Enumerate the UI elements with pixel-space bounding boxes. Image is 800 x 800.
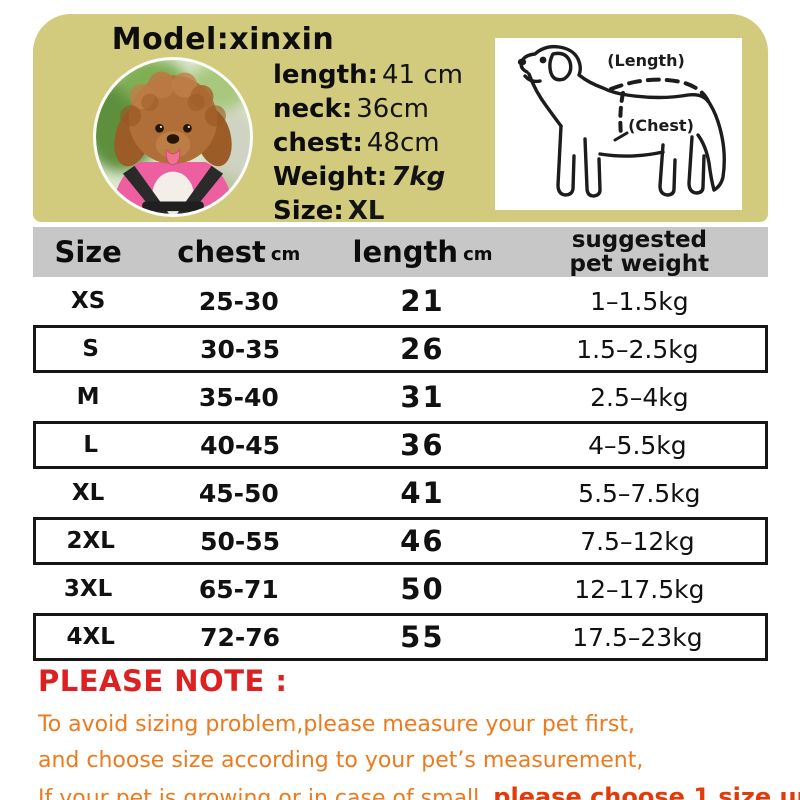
size-cell: L	[83, 432, 98, 458]
weight-cell: 2.5–4kg	[590, 382, 689, 412]
size-cell: S	[82, 336, 99, 362]
table-row-s: S 30-35 26 1.5–2.5kg	[33, 325, 768, 373]
weight-cell: 4–5.5kg	[588, 430, 687, 460]
table-row-l: L 40-45 36 4–5.5kg	[33, 421, 768, 469]
length-cell: 41	[400, 476, 445, 510]
measurement-weight: Weight: 7kg	[273, 162, 446, 192]
length-unit: cm	[463, 244, 493, 265]
length-dashed-line	[609, 77, 710, 103]
model-name-title: Model:xinxin	[111, 22, 335, 57]
size-table: Size chest cm length cm suggested pet weig…	[33, 227, 768, 661]
measurement-size: Size: XL	[273, 196, 385, 226]
chest-cell: 30-35	[200, 334, 281, 364]
length-cell: 21	[400, 284, 445, 318]
dog-photo-illustration	[96, 60, 250, 214]
measurement-chest: chest: 48cm	[273, 128, 440, 158]
weight-cell: 1–1.5kg	[590, 286, 689, 316]
dog-outline-drawing: (Length) (Chest)	[517, 44, 726, 198]
chest-dashed-line	[618, 91, 625, 137]
diagram-chest-label: (Chest)	[628, 116, 694, 135]
size-cell: 3XL	[63, 576, 113, 602]
measurement-length: length: 41 cm	[273, 60, 463, 90]
length-cell: 31	[400, 380, 445, 414]
diagram-length-label: (Length)	[607, 51, 685, 70]
model-measurements: length: 41 cm neck: 36cm chest: 48cm Weight…	[273, 58, 493, 228]
chest-cell: 50-55	[200, 526, 281, 556]
model-info-panel: Model:xinxin	[33, 14, 768, 226]
size-cell: XL	[71, 480, 105, 506]
header-size: Size	[54, 235, 122, 269]
size-cell: 4XL	[66, 624, 115, 650]
note-line-2: and choose size according to your pet’s …	[38, 748, 644, 773]
chest-cell: 45-50	[198, 478, 279, 508]
chest-cell: 35-40	[198, 382, 279, 412]
chest-cell: 25-30	[198, 286, 279, 316]
length-cell: 26	[400, 332, 445, 366]
chest-cell: 65-71	[198, 574, 279, 604]
table-row-xl: XL 45-50 41 5.5–7.5kg	[33, 469, 768, 517]
size-cell: 2XL	[66, 528, 115, 554]
length-cell: 46	[400, 524, 445, 558]
table-row-m: M 35-40 31 2.5–4kg	[33, 373, 768, 421]
weight-cell: 7.5–12kg	[580, 526, 695, 556]
size-cell: XS	[70, 288, 106, 314]
table-row-4xl: 4XL 72-76 55 17.5–23kg	[33, 613, 768, 661]
weight-cell: 12–17.5kg	[574, 574, 705, 604]
chest-unit: cm	[270, 244, 301, 265]
length-cell: 55	[400, 620, 445, 654]
table-row-xs: XS 25-30 21 1–1.5kg	[33, 277, 768, 325]
table-row-3xl: 3XL 65-71 50 12–17.5kg	[33, 565, 768, 613]
weight-cell: 1.5–2.5kg	[576, 334, 699, 364]
note-section: PLEASE NOTE : To avoid sizing problem,pl…	[38, 664, 800, 800]
model-dog-photo	[93, 57, 253, 217]
note-emphasis: please choose 1 size up.	[493, 783, 800, 800]
header-chest: chest cm	[177, 235, 301, 269]
note-line-3: If your pet is growing or in case of sma…	[38, 779, 800, 800]
size-cell: M	[76, 384, 100, 410]
note-heading: PLEASE NOTE :	[38, 664, 288, 698]
weight-cell: 5.5–7.5kg	[578, 478, 701, 508]
size-table-header: Size chest cm length cm suggested pet weig…	[33, 227, 768, 277]
chest-cell: 40-45	[200, 430, 281, 460]
table-row-2xl: 2XL 50-55 46 7.5–12kg	[33, 517, 768, 565]
dog-measurement-diagram: (Length) (Chest)	[495, 38, 742, 210]
chest-cell: 72-76	[200, 622, 281, 652]
header-weight: suggested pet weight	[569, 227, 710, 277]
length-cell: 36	[400, 428, 445, 462]
measurement-neck: neck: 36cm	[273, 94, 429, 124]
note-line-1: To avoid sizing problem,please measure y…	[38, 712, 635, 737]
header-length: length cm	[352, 235, 493, 269]
length-cell: 50	[400, 572, 445, 606]
weight-cell: 17.5–23kg	[572, 622, 703, 652]
